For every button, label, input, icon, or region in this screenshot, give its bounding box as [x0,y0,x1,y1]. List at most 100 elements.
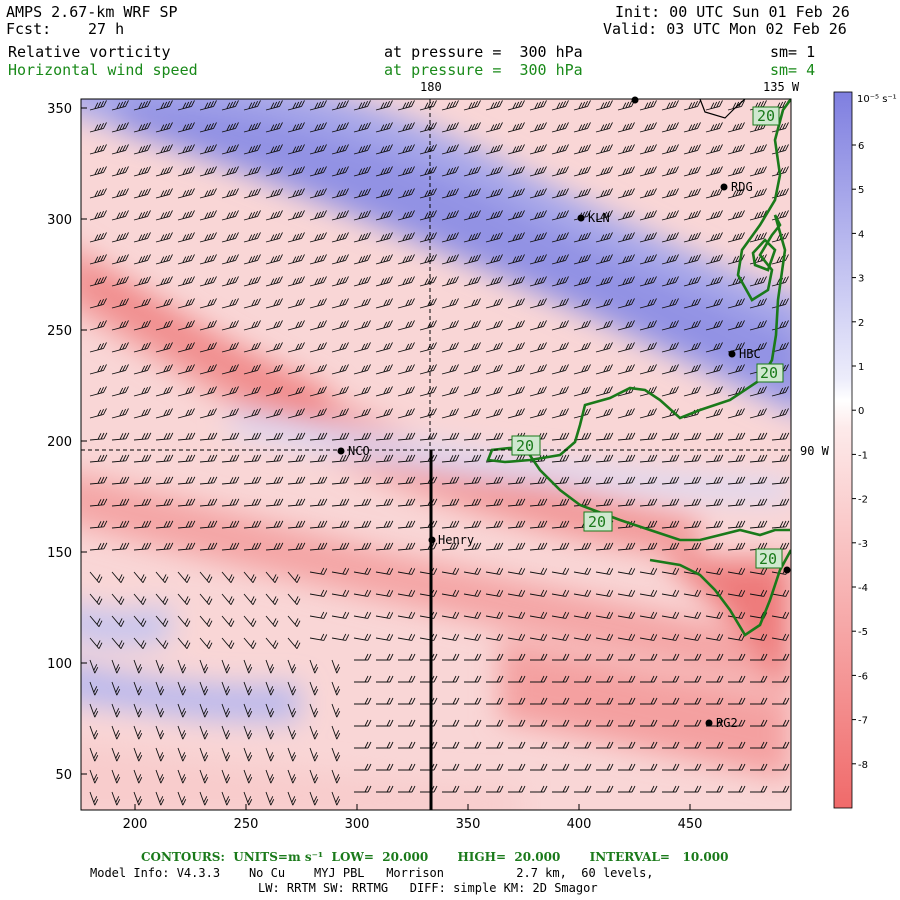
wind-barb [177,408,195,419]
wind-barb [221,408,239,419]
wind-barb [464,719,482,727]
wind-barb [551,454,570,463]
wind-barb [441,520,460,529]
wind-barb [529,320,547,331]
wind-barb [442,653,460,661]
y-tick-label: 200 [47,435,72,450]
wind-barb [331,298,349,309]
wind-barb [684,697,702,705]
wind-barb [772,785,790,793]
wind-barb [353,454,372,463]
wind-barb [89,342,107,353]
wind-barb [486,697,504,705]
colorbar-label: -1 [858,450,868,461]
wind-barb [441,498,460,507]
wind-barb [749,408,767,419]
wind-barb [221,276,239,287]
wind-barb [111,769,121,784]
wind-barb [375,633,394,641]
wind-barb [331,166,349,177]
y-tick-label: 300 [47,213,72,228]
wind-barb [199,232,217,243]
y-tick-label: 100 [47,657,72,672]
wind-barb [221,364,239,375]
wind-barb [683,498,702,507]
wind-barb [89,637,103,649]
wind-barb [353,122,371,133]
wind-barb [397,144,415,155]
x-tick-label: 450 [678,817,703,832]
wind-barb [551,232,569,243]
wind-barb [749,520,768,529]
field1-level: at pressure = 300 hPa [384,43,583,61]
wind-barb [287,454,306,463]
wind-barb [683,188,701,199]
station-label-hbc: HBC [739,347,761,361]
wind-barb [419,100,437,111]
wind-barb [111,100,129,111]
wind-barb [375,589,394,597]
wind-barb [618,719,636,727]
wind-barb [221,386,239,397]
wind-barb [618,697,636,705]
wind-barb [706,675,724,683]
wind-barb [111,681,121,696]
wind-barb [595,567,614,575]
wind-barb [243,166,261,177]
wind-barb [728,697,746,705]
wind-barb [287,320,305,331]
wind-barb [331,498,350,507]
wind-barb [661,342,679,353]
wind-barb [265,659,275,674]
wind-barb [397,320,415,331]
forecast-hours: 27 h [88,20,125,38]
wind-barb [376,697,394,705]
wind-barb [530,741,548,749]
wind-barb [485,542,504,551]
wind-barb [111,571,125,583]
wind-barb [133,188,151,199]
x-tick-label: 200 [123,817,148,832]
y-tick-label: 350 [47,102,72,117]
wind-barb [727,386,745,397]
wind-barb [596,653,614,661]
wind-barb [155,791,165,806]
wind-barb [463,320,481,331]
wind-barb [661,454,680,463]
wind-barb [508,785,526,793]
wind-barb [552,763,570,771]
wind-barb [573,386,591,397]
wind-barb [199,542,218,551]
wind-barb [529,386,547,397]
wind-barb [683,364,701,375]
wind-barb [464,741,482,749]
wind-barb [331,100,349,111]
wind-barb [617,342,635,353]
wind-barb [441,633,460,641]
wind-barb [640,653,658,661]
wind-barb [376,719,394,727]
wind-barb [529,542,548,551]
wind-barb [221,703,231,718]
wind-barb [354,675,372,683]
wind-barb [243,725,253,740]
wind-barb [771,386,789,397]
wind-barb [507,100,525,111]
wind-barb [331,725,341,740]
wind-barb [441,320,459,331]
wind-barb [551,567,570,575]
wind-barb [354,697,372,705]
wind-barb [640,741,658,749]
wind-barb [705,520,724,529]
wind-barb [507,520,526,529]
wind-barb [551,298,569,309]
wind-barb [508,675,526,683]
wind-barb [419,232,437,243]
wind-barb [639,589,658,597]
wind-barb [551,476,570,485]
wind-barb [574,785,592,793]
forecast-label: Fcst: [6,20,52,38]
wind-barb [661,100,679,111]
y-tick-label: 250 [47,324,72,339]
wind-barb [177,432,196,441]
